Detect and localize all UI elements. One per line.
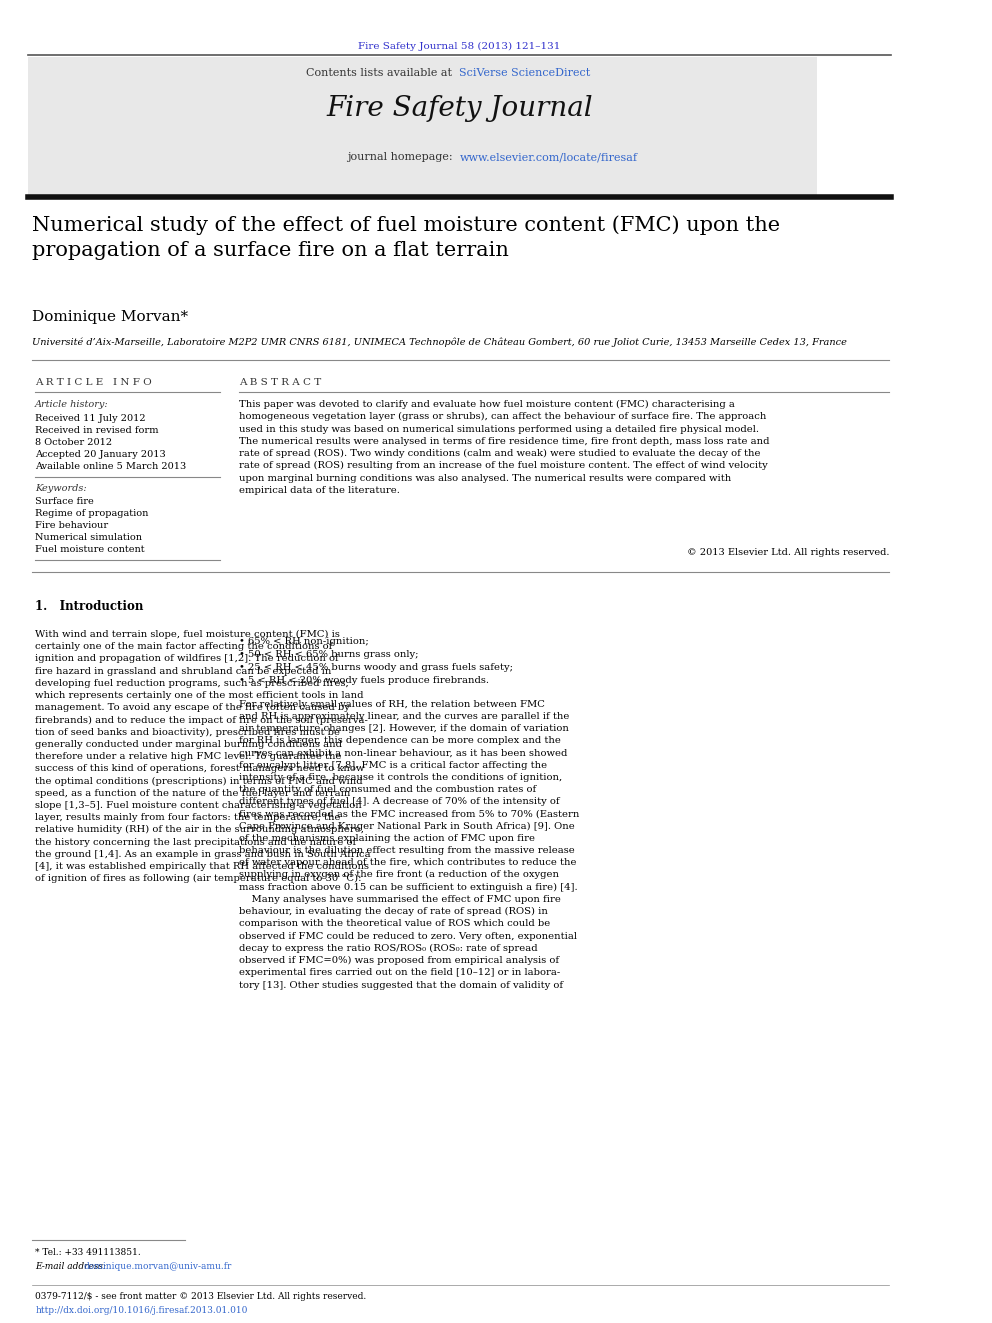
Text: journal homepage:: journal homepage: <box>347 152 459 161</box>
Text: www.elsevier.com/locate/firesaf: www.elsevier.com/locate/firesaf <box>459 152 638 161</box>
Text: 8 October 2012: 8 October 2012 <box>35 438 112 447</box>
Text: Fire Safety Journal: Fire Safety Journal <box>326 95 592 122</box>
Text: • 50 < RH < 65% burns grass only;: • 50 < RH < 65% burns grass only; <box>239 650 419 659</box>
Text: Keywords:: Keywords: <box>35 484 87 493</box>
Text: Accepted 20 January 2013: Accepted 20 January 2013 <box>35 450 166 459</box>
Text: dominique.morvan@univ-amu.fr: dominique.morvan@univ-amu.fr <box>83 1262 232 1271</box>
Text: This paper was devoted to clarify and evaluate how fuel moisture content (FMC) c: This paper was devoted to clarify and ev… <box>239 400 770 495</box>
Text: © 2013 Elsevier Ltd. All rights reserved.: © 2013 Elsevier Ltd. All rights reserved… <box>686 548 889 557</box>
Text: For relatively small values of RH, the relation between FMC
and RH is approximat: For relatively small values of RH, the r… <box>239 700 579 990</box>
Text: Surface fire: Surface fire <box>35 497 94 505</box>
Text: A R T I C L E   I N F O: A R T I C L E I N F O <box>35 378 152 388</box>
Text: Dominique Morvan*: Dominique Morvan* <box>33 310 188 324</box>
Text: • 5 < RH < 20% woody fuels produce firebrands.: • 5 < RH < 20% woody fuels produce fireb… <box>239 676 489 685</box>
Text: Received in revised form: Received in revised form <box>35 426 159 435</box>
Text: Fire Safety Journal 58 (2013) 121–131: Fire Safety Journal 58 (2013) 121–131 <box>358 42 560 52</box>
Text: Available online 5 March 2013: Available online 5 March 2013 <box>35 462 186 471</box>
Text: With wind and terrain slope, fuel moisture content (FMC) is
certainly one of the: With wind and terrain slope, fuel moistu… <box>35 630 371 884</box>
Text: Fuel moisture content: Fuel moisture content <box>35 545 145 554</box>
Text: A B S T R A C T: A B S T R A C T <box>239 378 321 388</box>
Text: 0379-7112/$ - see front matter © 2013 Elsevier Ltd. All rights reserved.: 0379-7112/$ - see front matter © 2013 El… <box>35 1293 366 1301</box>
Text: Article history:: Article history: <box>35 400 109 409</box>
Text: E-mail address:: E-mail address: <box>35 1262 109 1271</box>
Text: Numerical study of the effect of fuel moisture content (FMC) upon the
propagatio: Numerical study of the effect of fuel mo… <box>33 216 781 259</box>
Bar <box>28 57 817 194</box>
Text: * Tel.: +33 491113851.: * Tel.: +33 491113851. <box>35 1248 141 1257</box>
Text: Numerical simulation: Numerical simulation <box>35 533 142 542</box>
Text: Regime of propagation: Regime of propagation <box>35 509 149 519</box>
Text: Fire behaviour: Fire behaviour <box>35 521 108 531</box>
Text: • 25 < RH < 45% burns woody and grass fuels safety;: • 25 < RH < 45% burns woody and grass fu… <box>239 663 513 672</box>
Text: Received 11 July 2012: Received 11 July 2012 <box>35 414 146 423</box>
Text: Contents lists available at: Contents lists available at <box>307 67 459 78</box>
Text: • 65% < RH non-ignition;: • 65% < RH non-ignition; <box>239 636 369 646</box>
Text: Université d’Aix-Marseille, Laboratoire M2P2 UMR CNRS 6181, UNIMECA Technopôle d: Université d’Aix-Marseille, Laboratoire … <box>33 337 847 348</box>
Text: SciVerse ScienceDirect: SciVerse ScienceDirect <box>459 67 590 78</box>
Text: 1.   Introduction: 1. Introduction <box>35 601 144 613</box>
Text: http://dx.doi.org/10.1016/j.firesaf.2013.01.010: http://dx.doi.org/10.1016/j.firesaf.2013… <box>35 1306 248 1315</box>
